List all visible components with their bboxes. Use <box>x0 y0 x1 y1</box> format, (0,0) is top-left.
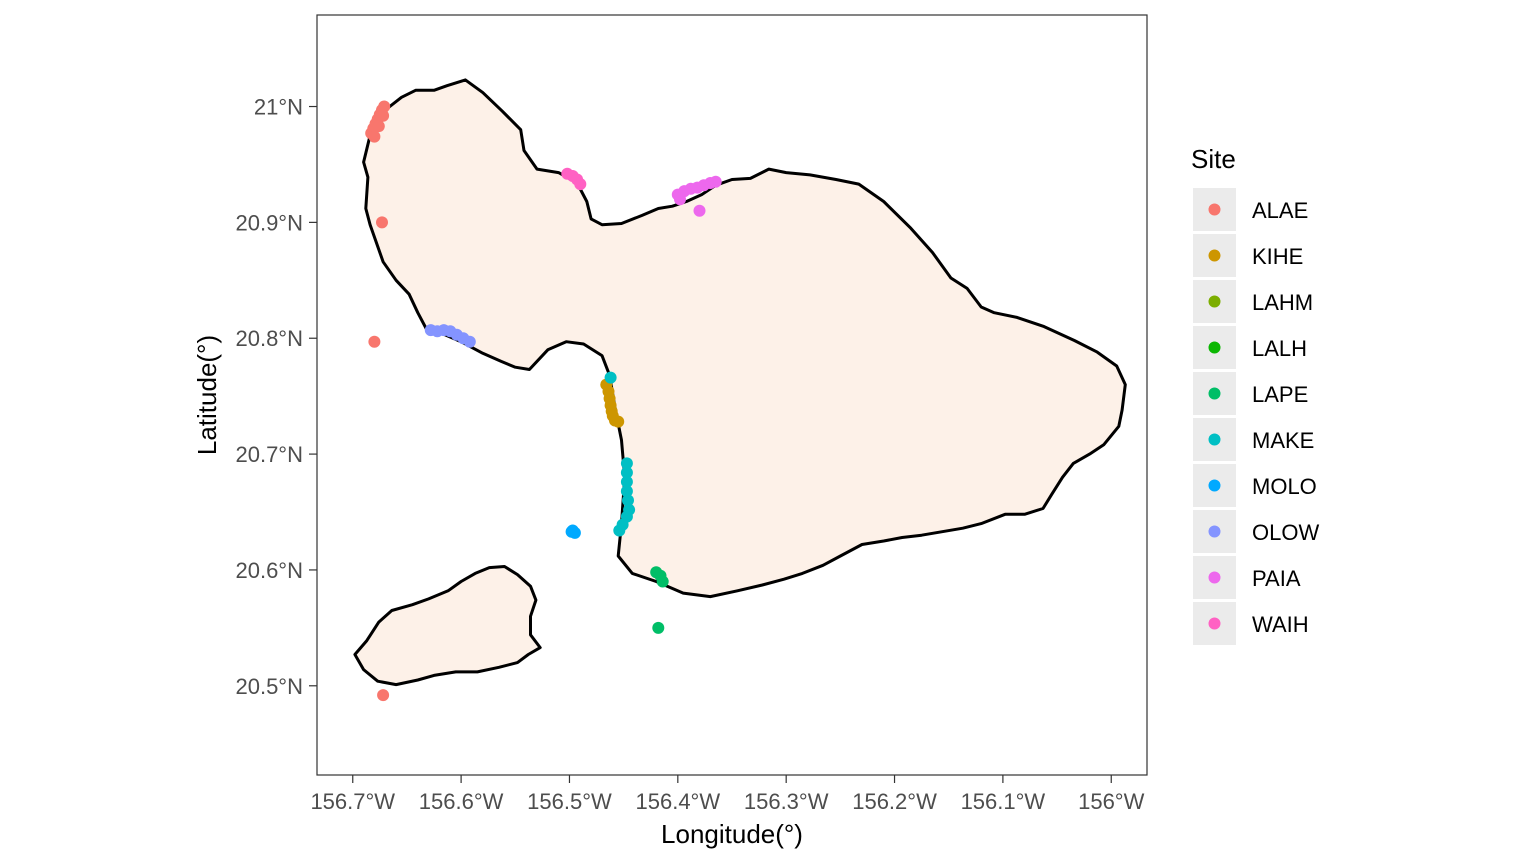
legend-label-kihe: KIHE <box>1252 244 1303 269</box>
legend-label-lape: LAPE <box>1252 382 1308 407</box>
site-point-make <box>620 457 633 470</box>
site-point-alae <box>368 130 381 143</box>
y-tick-label: 20.6°N <box>235 558 303 583</box>
x-tick-label: 156.5°W <box>527 789 612 814</box>
site-point-waih <box>574 178 587 191</box>
legend-key-dot <box>1208 387 1221 400</box>
points-layer <box>365 100 722 702</box>
legend: ALAE KIHE LAHM LALH LAPE MAKE MOLO OLOW PAIA WAIH <box>1193 188 1319 645</box>
site-point-alae <box>368 335 381 348</box>
site-point-make <box>622 494 634 507</box>
x-tick-label: 156°W <box>1078 789 1145 814</box>
site-point-make <box>620 475 633 488</box>
x-tick-label: 156.4°W <box>636 789 721 814</box>
legend-key-dot <box>1208 295 1221 308</box>
coastline-maui <box>362 78 1127 599</box>
y-axis: 20.5°N 20.6°N 20.7°N 20.8°N 20.9°N 21°N <box>235 95 317 699</box>
legend-key-dot <box>1208 617 1221 630</box>
legend-label-make: MAKE <box>1252 428 1314 453</box>
legend-key-dot <box>1208 341 1221 354</box>
legend-key-dot <box>1208 249 1221 262</box>
x-tick-label: 156.3°W <box>744 789 829 814</box>
site-point-alae <box>372 120 385 133</box>
site-point-make <box>620 466 633 479</box>
legend-key-dot <box>1208 479 1221 492</box>
x-tick-label: 156.2°W <box>852 789 937 814</box>
coastline-kahoolawe <box>353 565 542 687</box>
legend-label-olow: OLOW <box>1252 520 1319 545</box>
land-layer <box>353 78 1127 687</box>
x-axis: 156.7°W 156.6°W 156.5°W 156.4°W 156.3°W 156.2… <box>310 775 1145 814</box>
site-point-alae <box>378 100 391 113</box>
legend-label-molo: MOLO <box>1252 474 1317 499</box>
y-tick-label: 20.5°N <box>235 674 303 699</box>
site-point-make <box>604 371 617 384</box>
legend-key-dot <box>1208 203 1221 216</box>
y-tick-label: 20.9°N <box>235 210 303 235</box>
x-axis-title: Longitude(°) <box>661 819 803 849</box>
site-point-alae <box>377 109 390 122</box>
panel-border <box>316 14 1148 776</box>
y-tick-label: 20.8°N <box>235 326 303 351</box>
site-point-paia_magenta <box>709 175 722 188</box>
site-point-make <box>620 485 633 498</box>
x-tick-label: 156.6°W <box>419 789 504 814</box>
site-point-molo <box>566 524 579 537</box>
legend-label-paia: PAIA <box>1252 566 1301 591</box>
legend-label-waih: WAIH <box>1252 612 1309 637</box>
site-point-kihe <box>612 415 625 428</box>
x-tick-label: 156.7°W <box>310 789 395 814</box>
y-tick-label: 20.7°N <box>235 442 303 467</box>
site-point-make <box>613 524 626 537</box>
site-point-olow <box>463 335 476 348</box>
site-point-lape <box>652 621 665 634</box>
legend-label-lalh: LALH <box>1252 336 1307 361</box>
legend-key-dot <box>1208 571 1221 584</box>
site-point-alae <box>377 689 390 702</box>
site-point-paia_magenta <box>674 193 686 206</box>
legend-title: Site <box>1191 144 1236 174</box>
legend-key-dot <box>1208 433 1221 446</box>
y-tick-label: 21°N <box>254 95 303 120</box>
legend-label-alae: ALAE <box>1252 198 1308 223</box>
site-point-lape <box>656 575 669 588</box>
site-point-alae <box>376 216 388 229</box>
y-axis-title: Latitude(°) <box>192 335 222 455</box>
x-tick-label: 156.1°W <box>961 789 1046 814</box>
site-point-paia_magenta <box>693 204 706 217</box>
legend-label-lahm: LAHM <box>1252 290 1313 315</box>
legend-key-dot <box>1208 525 1221 538</box>
